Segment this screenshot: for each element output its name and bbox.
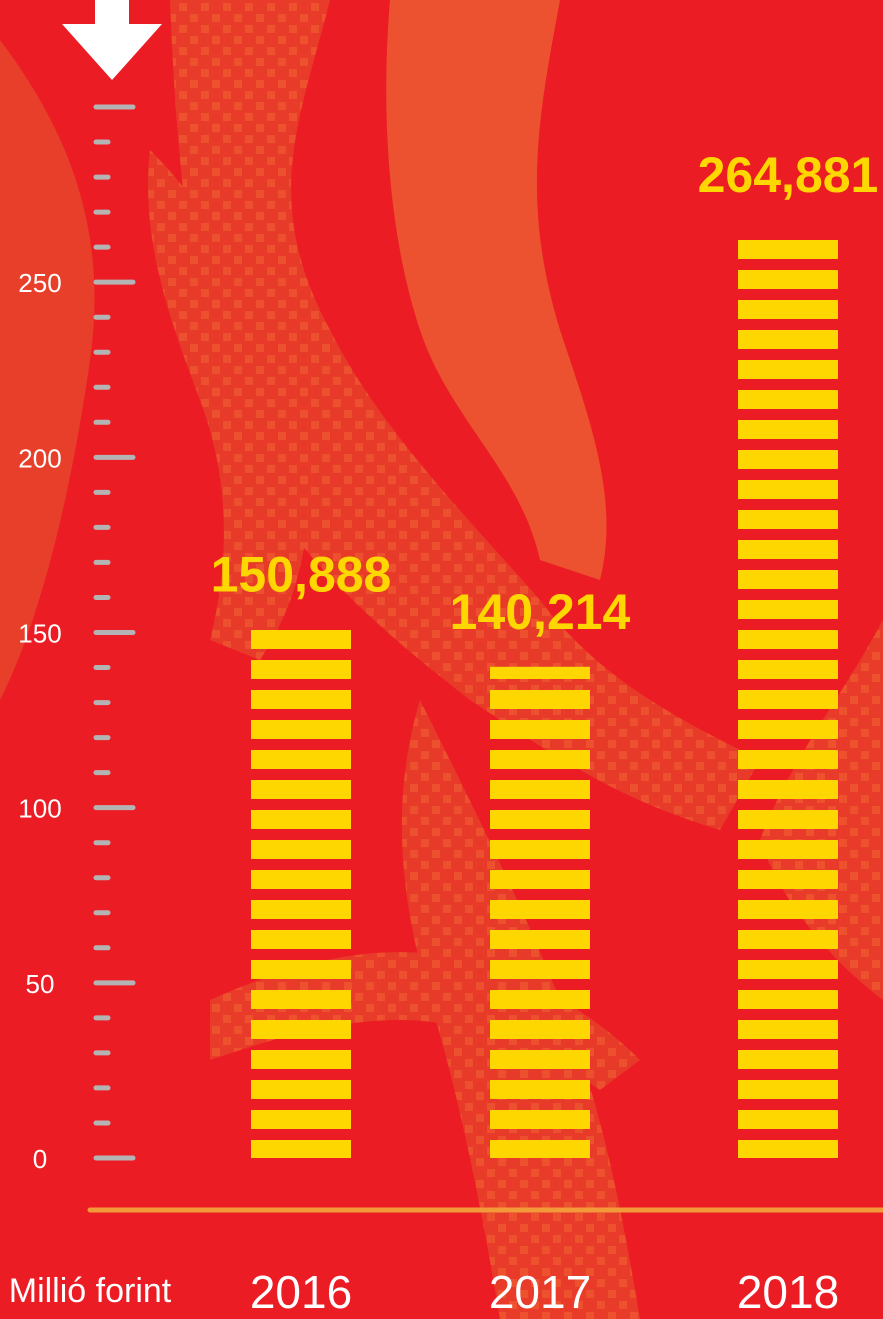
down-arrow [62, 0, 162, 80]
y-axis-unit: Millió forint [9, 1272, 172, 1310]
bar [490, 666, 590, 1158]
value-label: 150,888 [211, 546, 392, 602]
bar [251, 629, 351, 1158]
value-label: 140,214 [450, 584, 631, 640]
y-tick-label: 150 [18, 619, 61, 649]
y-tick-label: 50 [26, 969, 55, 999]
x-tick-label: 2017 [489, 1266, 591, 1318]
y-tick-label: 250 [18, 268, 61, 298]
y-tick-label: 0 [33, 1144, 47, 1174]
bar [738, 230, 838, 1158]
value-label: 264,881 [698, 147, 879, 203]
x-tick-label: 2018 [737, 1266, 839, 1318]
y-tick-label: 100 [18, 794, 61, 824]
x-tick-label: 2016 [250, 1266, 352, 1318]
y-tick-label: 200 [18, 443, 61, 473]
